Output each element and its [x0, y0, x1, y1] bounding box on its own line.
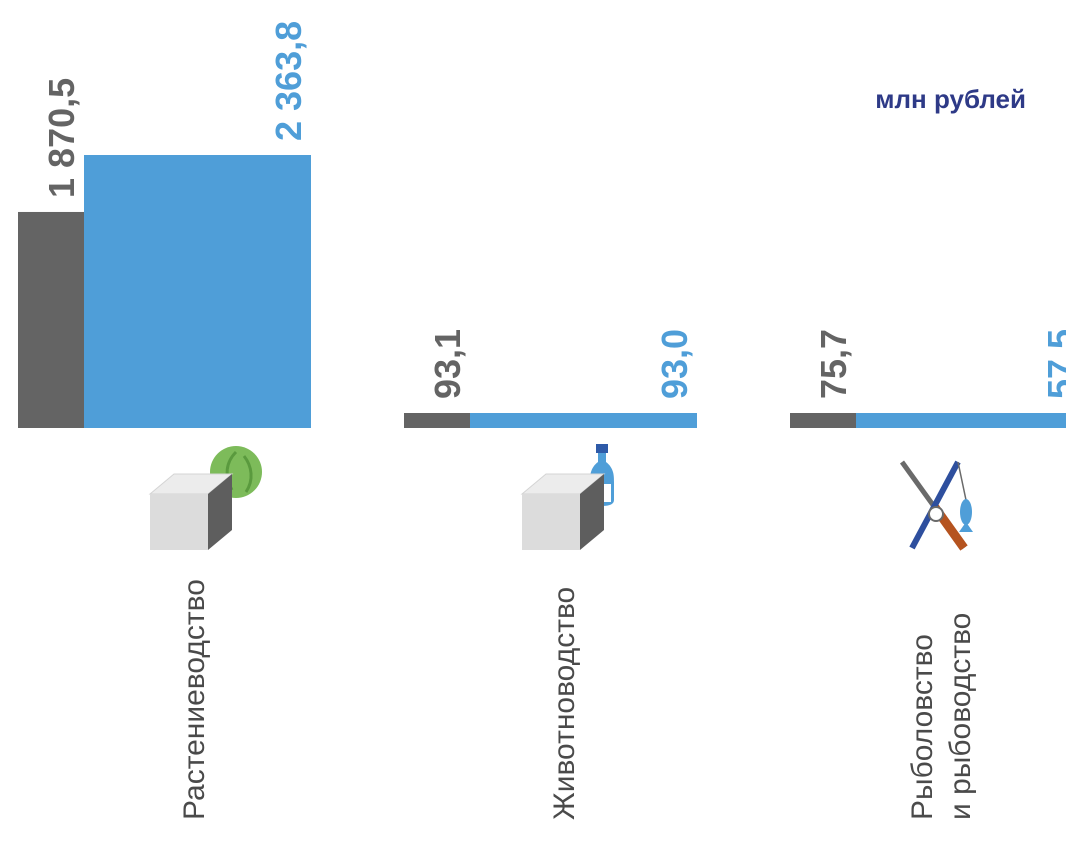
value-label-series-2: 93,0 [654, 329, 695, 399]
category-label: Животноводство [548, 587, 581, 820]
value-labels-layer: 1 870,5 2 363,8 93,1 93,0 75,7 57,5 [41, 21, 1066, 399]
category-label-line: Рыболовство [906, 634, 939, 820]
box-with-milk-bottle-icon [520, 444, 614, 550]
category-label-line: Растениеводство [178, 579, 211, 820]
rifle-and-fishing-rod-icon [899, 460, 973, 551]
category-label: Растениеводство [178, 579, 211, 820]
category-label: Рыболовство и рыбоводство [906, 613, 977, 820]
category-label-line: и рыбоводство [944, 613, 977, 820]
bar-series-2 [856, 413, 1066, 428]
value-label-series-1: 1 870,5 [41, 78, 82, 198]
value-label-series-1: 93,1 [427, 329, 468, 399]
bars-layer [18, 155, 1066, 428]
value-label-series-1: 75,7 [813, 329, 854, 399]
bar-series-2 [84, 155, 311, 428]
box-with-cabbage-icon [148, 446, 262, 550]
value-label-series-2: 2 363,8 [268, 21, 309, 141]
value-label-series-2: 57,5 [1040, 329, 1066, 399]
unit-label: млн рублей [875, 84, 1026, 114]
bar-series-2 [470, 413, 697, 428]
category-label-line: Животноводство [548, 587, 581, 820]
